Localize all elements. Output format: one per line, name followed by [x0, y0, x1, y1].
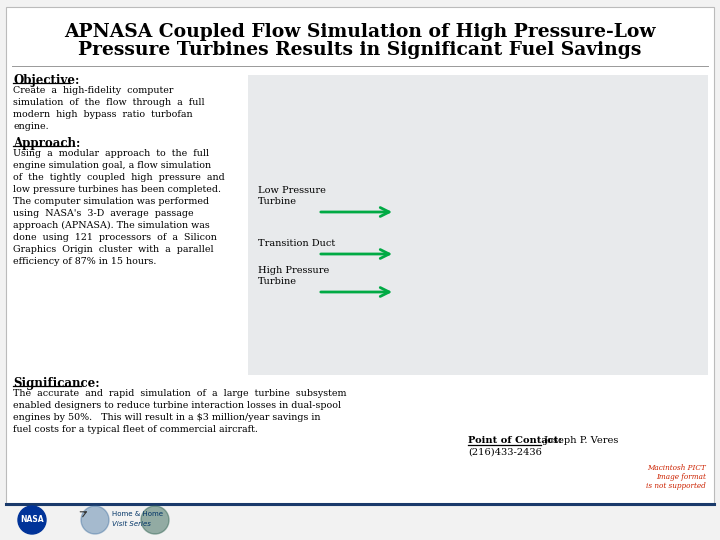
Text: Significance:: Significance:	[13, 377, 99, 390]
Text: Approach:: Approach:	[13, 137, 81, 150]
Circle shape	[141, 506, 169, 534]
Text: The  accurate  and  rapid  simulation  of  a  large  turbine  subsystem
enabled : The accurate and rapid simulation of a l…	[13, 389, 346, 435]
Text: Macintosh PICT
Image format
is not supported: Macintosh PICT Image format is not suppo…	[647, 464, 706, 490]
Text: Create  a  high-fidelity  computer
simulation  of  the  flow  through  a  full
m: Create a high-fidelity computer simulati…	[13, 86, 204, 131]
Circle shape	[18, 506, 46, 534]
Text: Home & Home: Home & Home	[112, 511, 163, 517]
Text: Visit Series: Visit Series	[112, 521, 151, 527]
Text: (216)433-2436: (216)433-2436	[468, 448, 542, 457]
Text: Using  a  modular  approach  to  the  full
engine simulation goal, a flow simula: Using a modular approach to the full eng…	[13, 149, 225, 266]
Text: Low Pressure
Turbine: Low Pressure Turbine	[258, 186, 326, 206]
Text: High Pressure
Turbine: High Pressure Turbine	[258, 266, 329, 286]
Bar	[248, 75, 708, 375]
Text: Point of Contact:: Point of Contact:	[468, 436, 562, 445]
Text: NASA: NASA	[20, 516, 44, 524]
Text: Transition Duct: Transition Duct	[258, 239, 336, 248]
Text: Joseph P. Veres: Joseph P. Veres	[544, 436, 619, 445]
Circle shape	[81, 506, 109, 534]
Text: APNASA Coupled Flow Simulation of High Pressure-Low: APNASA Coupled Flow Simulation of High P…	[64, 23, 656, 41]
Text: Pressure Turbines Results in Significant Fuel Savings: Pressure Turbines Results in Significant…	[78, 41, 642, 59]
Text: Objective:: Objective:	[13, 74, 79, 87]
